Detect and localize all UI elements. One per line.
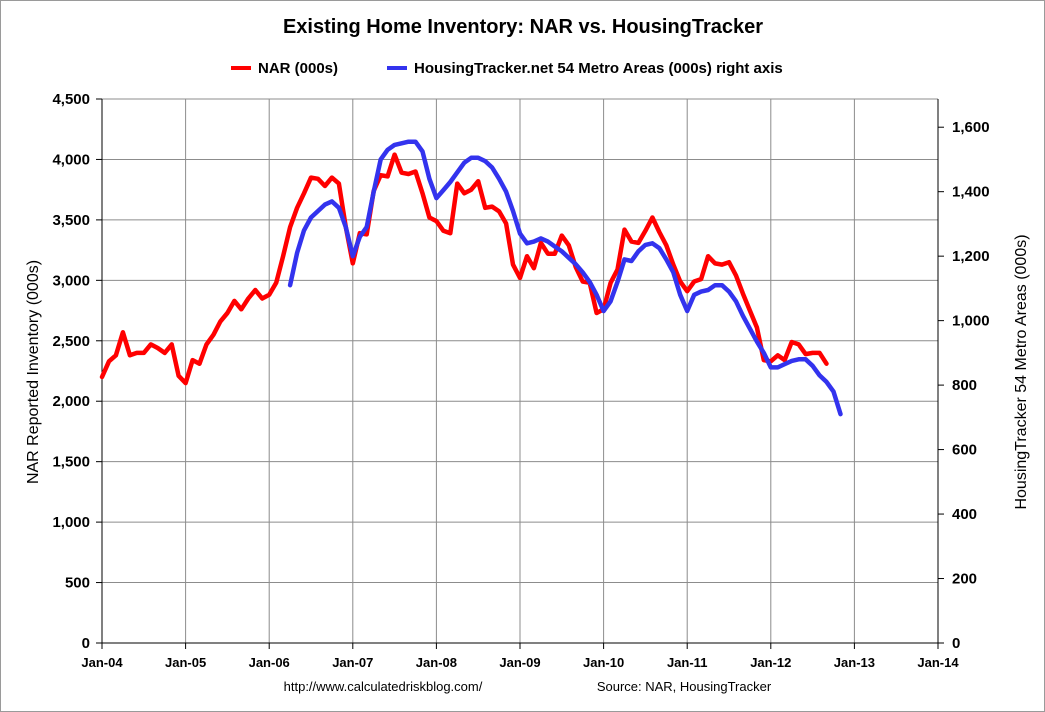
y-tick-label: 3,500 bbox=[52, 212, 90, 229]
right-axis-title: HousingTracker 54 Metro Areas (000s) bbox=[1013, 234, 1030, 509]
y-tick-label: 1,500 bbox=[52, 454, 90, 471]
legend-label-housingtracker: HousingTracker.net 54 Metro Areas (000s)… bbox=[414, 60, 783, 77]
y2-tick-label: 600 bbox=[952, 442, 977, 459]
y2-tick-label: 1,200 bbox=[952, 248, 990, 265]
chart-title: Existing Home Inventory: NAR vs. Housing… bbox=[283, 16, 763, 38]
y2-tick-label: 0 bbox=[952, 635, 960, 652]
x-tick-label: Jan-04 bbox=[81, 655, 123, 670]
footer-source: Source: NAR, HousingTracker bbox=[597, 679, 772, 694]
legend: NAR (000s) HousingTracker.net 54 Metro A… bbox=[231, 60, 783, 77]
gridlines bbox=[102, 98, 938, 643]
x-tick-label: Jan-06 bbox=[249, 655, 290, 670]
y-tick-label: 1,000 bbox=[52, 514, 90, 531]
x-tick-label: Jan-14 bbox=[917, 655, 959, 670]
y2-tick-label: 1,600 bbox=[952, 119, 990, 136]
x-tick-label: Jan-07 bbox=[332, 655, 373, 670]
x-tick-label: Jan-09 bbox=[499, 655, 540, 670]
x-tick-label: Jan-11 bbox=[667, 655, 707, 670]
y-tick-label: 3,000 bbox=[52, 272, 90, 289]
series-line-nar bbox=[99, 152, 829, 386]
x-axis-ticks: Jan-04 Jan-05 Jan-06 Jan-07 Jan-08 Jan-09 Jan-… bbox=[81, 643, 959, 670]
y2-tick-label: 400 bbox=[952, 506, 977, 523]
y2-tick-label: 800 bbox=[952, 377, 977, 394]
x-tick-label: Jan-13 bbox=[834, 655, 875, 670]
x-tick-label: Jan-10 bbox=[583, 655, 624, 670]
y-tick-label: 4,500 bbox=[52, 91, 90, 108]
left-axis-title: NAR Reported Inventory (000s) bbox=[25, 260, 42, 484]
y-tick-label: 4,000 bbox=[52, 151, 90, 168]
y2-tick-label: 1,400 bbox=[952, 184, 990, 201]
x-tick-label: Jan-05 bbox=[165, 655, 206, 670]
x-tick-label: Jan-12 bbox=[750, 655, 791, 670]
series-layer bbox=[99, 139, 843, 417]
series-line-housingtracker bbox=[287, 139, 843, 417]
y-tick-label: 0 bbox=[82, 635, 90, 652]
y2-tick-label: 1,000 bbox=[952, 313, 990, 330]
y-tick-label: 2,000 bbox=[52, 393, 90, 410]
y2-tick-label: 200 bbox=[952, 571, 977, 588]
right-axis-ticks: 0 200 400 600 800 1,000 1,200 1,400 1,600 bbox=[938, 119, 990, 652]
footer-url: http://www.calculatedriskblog.com/ bbox=[284, 679, 483, 694]
legend-label-nar: NAR (000s) bbox=[258, 60, 338, 77]
y-tick-label: 2,500 bbox=[52, 333, 90, 350]
left-axis-ticks: 0 500 1,000 1,500 2,000 2,500 3,000 3,500 4,000 4… bbox=[52, 91, 102, 652]
y-tick-label: 500 bbox=[65, 575, 90, 592]
x-tick-label: Jan-08 bbox=[416, 655, 457, 670]
